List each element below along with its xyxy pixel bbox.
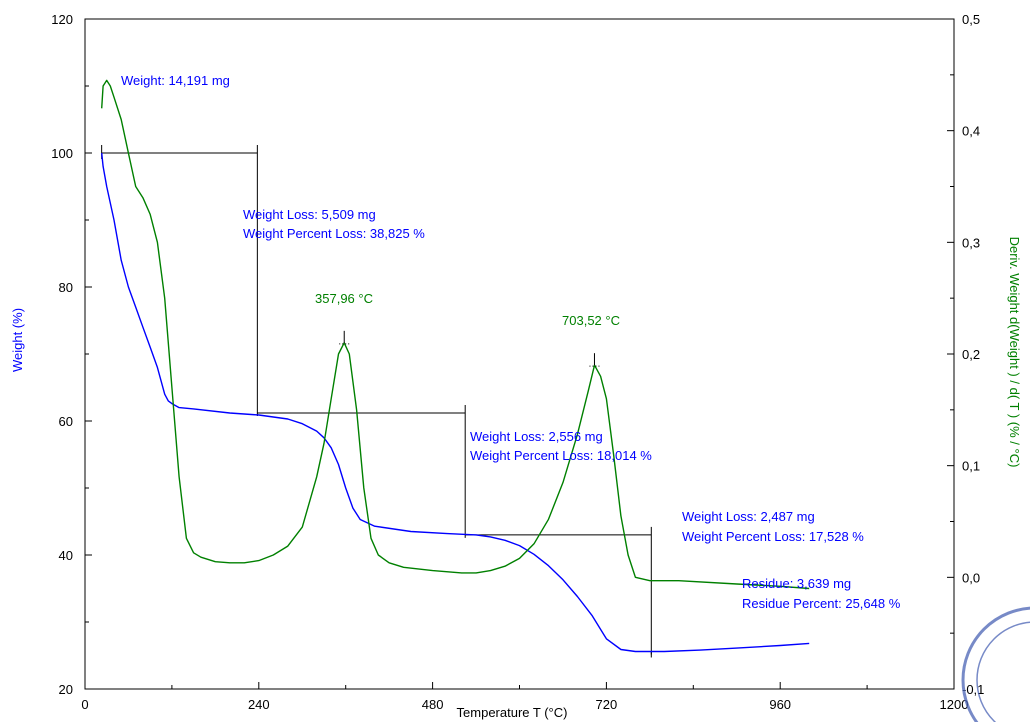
weight-line xyxy=(101,152,810,653)
annotation-step3-loss: Weight Loss: 2,487 mg xyxy=(682,509,815,524)
x-tick-label: 0 xyxy=(81,697,88,712)
step-markers xyxy=(101,145,652,658)
annotation-initial-weight: Weight: 14,191 mg xyxy=(121,73,230,88)
x-tick-label: 720 xyxy=(596,697,618,712)
annotation-residue: Residue: 3,639 mg xyxy=(742,576,851,591)
y-axis-title: Weight (%) xyxy=(10,308,25,372)
y-tick-label: 60 xyxy=(59,414,73,429)
y-tick-label: 40 xyxy=(59,548,73,563)
y2-axis-title: Deriv. Weight d(Weight ) / d( T ) (% / °… xyxy=(1007,237,1022,468)
x-tick-label: 480 xyxy=(422,697,444,712)
annotation-peak2: 703,52 °C xyxy=(562,313,620,328)
peak-markers xyxy=(339,330,600,367)
series-lines xyxy=(101,79,810,653)
annotation-step1-percent: Weight Percent Loss: 38,825 % xyxy=(243,226,425,241)
y2-tick-label: 0,1 xyxy=(962,459,980,474)
y-tick-label: 100 xyxy=(51,146,73,161)
x-axis-title: Temperature T (°C) xyxy=(457,705,568,720)
y-tick-label: 120 xyxy=(51,12,73,27)
ticks: 0 240 480 720 960 120020406080100120-0,10,00,… xyxy=(51,12,984,712)
y-tick-label: 20 xyxy=(59,682,73,697)
annotation-step2-loss: Weight Loss: 2,556 mg xyxy=(470,429,603,444)
annotation-step3-percent: Weight Percent Loss: 17,528 % xyxy=(682,529,864,544)
annotation-peak1: 357,96 °C xyxy=(315,291,373,306)
y2-tick-label: 0,5 xyxy=(962,12,980,27)
y2-tick-label: 0,4 xyxy=(962,124,980,139)
y2-tick-label: 0,2 xyxy=(962,347,980,362)
x-tick-label: 960 xyxy=(769,697,791,712)
annotation-step1-loss: Weight Loss: 5,509 mg xyxy=(243,207,376,222)
deriv-line xyxy=(101,79,810,590)
x-tick-label: 1200 xyxy=(940,697,969,712)
y-tick-label: 80 xyxy=(59,280,73,295)
y2-tick-label: 0,3 xyxy=(962,235,980,250)
y2-tick-label: 0,0 xyxy=(962,570,980,585)
annotation-step2-percent: Weight Percent Loss: 18,014 % xyxy=(470,448,652,463)
annotation-residue-percent: Residue Percent: 25,648 % xyxy=(742,596,901,611)
x-tick-label: 240 xyxy=(248,697,270,712)
lab-stamp xyxy=(961,606,1030,722)
